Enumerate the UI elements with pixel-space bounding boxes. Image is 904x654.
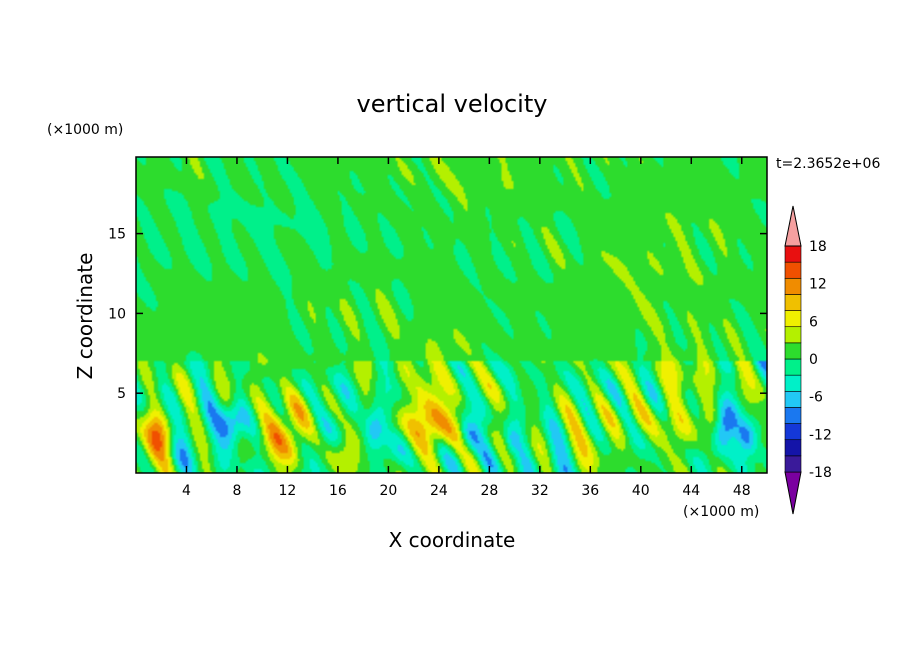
y-tick-label: 10 xyxy=(108,306,126,322)
colorbar-segment xyxy=(784,277,802,295)
colorbar-segment xyxy=(784,310,802,328)
x-axis-label: X coordinate xyxy=(389,528,516,552)
colorbar-segment xyxy=(784,294,802,311)
colorbar-tick-labels: -18 -12 -6 0 6 12 18 xyxy=(809,239,832,481)
colorbar xyxy=(784,205,802,515)
colorbar-segment xyxy=(784,423,802,441)
contour-plot-area xyxy=(136,157,767,473)
x-unit-label: (×1000 m) xyxy=(683,504,759,520)
y-tick-label: 5 xyxy=(117,386,126,402)
colorbar-segment xyxy=(784,326,802,344)
colorbar-segment xyxy=(784,390,802,408)
colorbar-segment xyxy=(784,261,802,279)
y-axis-ticks: 5 10 15 xyxy=(108,227,767,402)
x-tick-label: 24 xyxy=(430,483,448,499)
x-tick-label: 36 xyxy=(581,483,599,499)
time-label: t=2.3652e+06 xyxy=(776,156,880,172)
velocity-contour-field xyxy=(136,157,767,473)
y-tick-label: 15 xyxy=(108,227,126,243)
x-tick-label: 16 xyxy=(329,483,347,499)
colorbar-segment xyxy=(784,455,802,473)
colorbar-tick-label: 18 xyxy=(809,239,827,255)
x-tick-label: 28 xyxy=(480,483,498,499)
colorbar-segment xyxy=(784,342,802,360)
colorbar-segment xyxy=(784,407,802,424)
colorbar-tick-label: 6 xyxy=(809,314,818,330)
x-tick-label: 12 xyxy=(279,483,297,499)
x-tick-label: 8 xyxy=(232,483,241,499)
colorbar-segment xyxy=(784,358,802,376)
plot-frame xyxy=(135,156,768,474)
chart-title: vertical velocity xyxy=(357,90,548,118)
colorbar-tick-label: 0 xyxy=(809,352,818,368)
x-tick-label: 20 xyxy=(379,483,397,499)
x-tick-label: 40 xyxy=(632,483,650,499)
x-axis-ticks: 4 8 12 16 20 24 28 32 36 40 44 48 xyxy=(182,157,751,499)
colorbar-segment xyxy=(784,439,802,457)
x-tick-label: 44 xyxy=(682,483,700,499)
colorbar-segment xyxy=(784,245,802,263)
y-axis-label: Z coordinate xyxy=(73,253,97,380)
colorbar-extend-low xyxy=(784,471,802,515)
x-tick-label: 32 xyxy=(531,483,549,499)
colorbar-tick-label: 12 xyxy=(809,277,827,293)
colorbar-tick-label: -6 xyxy=(809,390,823,406)
y-unit-label: (×1000 m) xyxy=(47,122,123,138)
x-tick-label: 4 xyxy=(182,483,191,499)
x-tick-label: 48 xyxy=(733,483,751,499)
colorbar-tick-label: -18 xyxy=(809,465,832,481)
colorbar-tick-label: -12 xyxy=(809,427,832,443)
colorbar-extend-high xyxy=(784,205,802,247)
colorbar-segment xyxy=(784,374,802,392)
